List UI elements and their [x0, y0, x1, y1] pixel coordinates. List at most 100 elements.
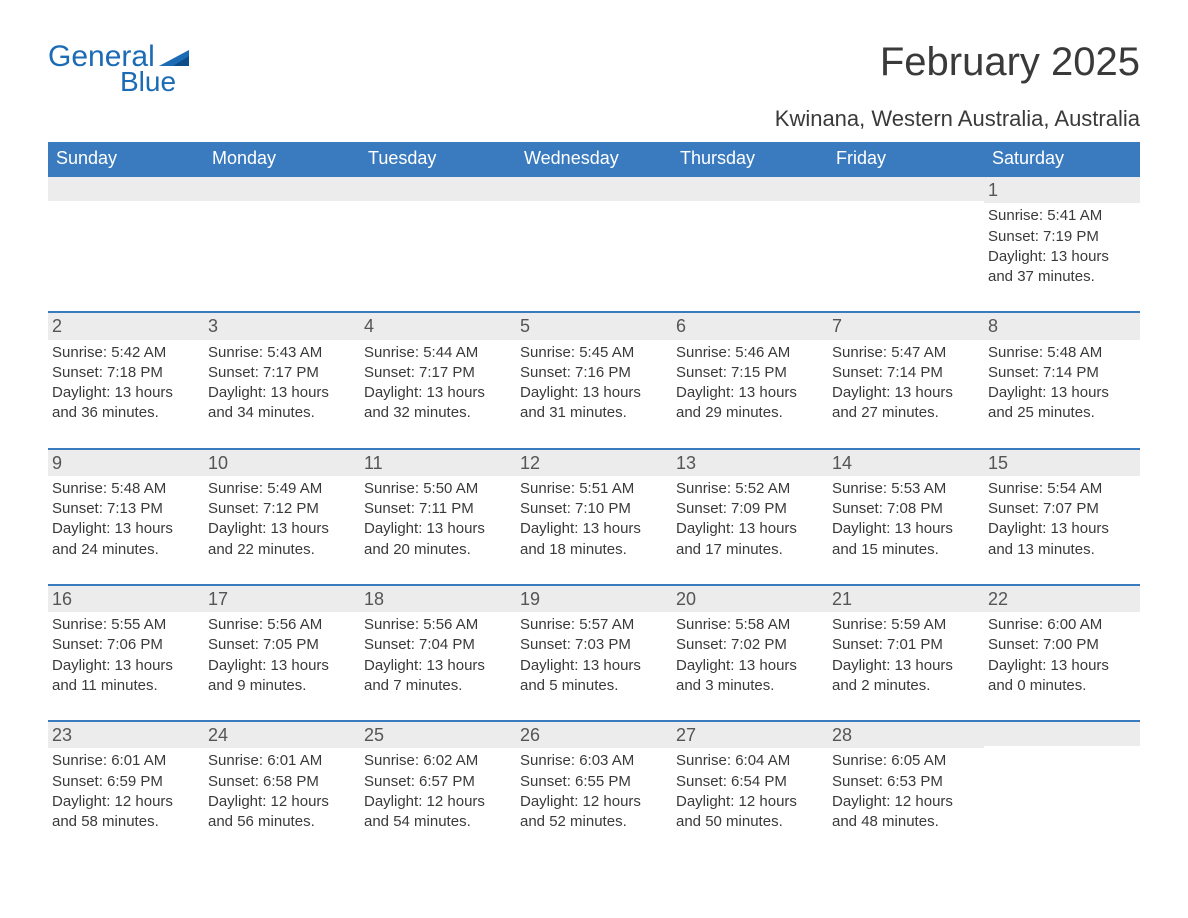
daylight-line: Daylight: 13 hours and 18 minutes.: [520, 519, 666, 560]
sunrise-line: Sunrise: 5:58 AM: [676, 615, 822, 635]
day-number: [828, 177, 984, 201]
day-cell: 13 Sunrise: 5:52 AMSunset: 7:09 PMDayligh…: [672, 450, 828, 584]
weekday-header: Wednesday: [516, 142, 672, 175]
weekday-header: Thursday: [672, 142, 828, 175]
day-number: 19: [516, 586, 672, 612]
sunset-line: Sunset: 7:05 PM: [208, 635, 354, 655]
day-body: Sunrise: 5:45 AMSunset: 7:16 PMDaylight:…: [520, 343, 666, 424]
day-cell: 1Sunrise: 5:41 AMSunset: 7:19 PMDaylight…: [984, 177, 1140, 311]
sunrise-line: Sunrise: 5:49 AM: [208, 479, 354, 499]
sunset-line: Sunset: 7:14 PM: [988, 363, 1134, 383]
day-body: Sunrise: 6:01 AMSunset: 6:58 PMDaylight:…: [208, 751, 354, 832]
day-cell: 27 Sunrise: 6:04 AMSunset: 6:54 PMDayligh…: [672, 722, 828, 856]
day-cell: 4Sunrise: 5:44 AMSunset: 7:17 PMDaylight…: [360, 313, 516, 447]
sunrise-line: Sunrise: 5:50 AM: [364, 479, 510, 499]
sunset-line: Sunset: 7:14 PM: [832, 363, 978, 383]
daylight-line: Daylight: 13 hours and 3 minutes.: [676, 656, 822, 697]
day-body: Sunrise: 5:51 AMSunset: 7:10 PMDaylight:…: [520, 479, 666, 560]
day-cell: 10Sunrise: 5:49 AMSunset: 7:12 PMDayligh…: [204, 450, 360, 584]
sunset-line: Sunset: 7:00 PM: [988, 635, 1134, 655]
week-row: 1Sunrise: 5:41 AMSunset: 7:19 PMDaylight…: [48, 175, 1140, 311]
sunset-line: Sunset: 7:07 PM: [988, 499, 1134, 519]
daylight-line: Daylight: 12 hours and 48 minutes.: [832, 792, 978, 833]
day-number: 23: [48, 722, 204, 748]
day-body: Sunrise: 6:04 AMSunset: 6:54 PMDaylight:…: [676, 751, 822, 832]
day-body: Sunrise: 6:03 AMSunset: 6:55 PMDaylight:…: [520, 751, 666, 832]
day-number: 16: [48, 586, 204, 612]
daylight-line: Daylight: 12 hours and 50 minutes.: [676, 792, 822, 833]
day-body: Sunrise: 6:01 AMSunset: 6:59 PMDaylight:…: [52, 751, 198, 832]
sunrise-line: Sunrise: 5:51 AM: [520, 479, 666, 499]
day-number: 2: [48, 313, 204, 339]
daylight-line: Daylight: 13 hours and 0 minutes.: [988, 656, 1134, 697]
day-number: 11: [360, 450, 516, 476]
day-body: Sunrise: 5:56 AMSunset: 7:04 PMDaylight:…: [364, 615, 510, 696]
day-cell: 3Sunrise: 5:43 AMSunset: 7:17 PMDaylight…: [204, 313, 360, 447]
day-number: 4: [360, 313, 516, 339]
day-cell: 15Sunrise: 5:54 AMSunset: 7:07 PMDayligh…: [984, 450, 1140, 584]
day-cell: 26 Sunrise: 6:03 AMSunset: 6:55 PMDayligh…: [516, 722, 672, 856]
location-label: Kwinana, Western Australia, Australia: [48, 106, 1140, 132]
sunrise-line: Sunrise: 6:03 AM: [520, 751, 666, 771]
day-cell: 6 Sunrise: 5:46 AMSunset: 7:15 PMDaylight…: [672, 313, 828, 447]
day-cell: 12Sunrise: 5:51 AMSunset: 7:10 PMDayligh…: [516, 450, 672, 584]
sunset-line: Sunset: 7:01 PM: [832, 635, 978, 655]
day-number: 8: [984, 313, 1140, 339]
day-number: 9: [48, 450, 204, 476]
sunrise-line: Sunrise: 6:05 AM: [832, 751, 978, 771]
day-cell: [984, 722, 1140, 856]
day-number: 13: [672, 450, 828, 476]
week-row: 2 Sunrise: 5:42 AMSunset: 7:18 PMDaylight…: [48, 311, 1140, 447]
sunrise-line: Sunrise: 5:55 AM: [52, 615, 198, 635]
day-cell: 17 Sunrise: 5:56 AMSunset: 7:05 PMDayligh…: [204, 586, 360, 720]
logo-triangle-icon: [159, 48, 189, 73]
day-cell: 9 Sunrise: 5:48 AMSunset: 7:13 PMDaylight…: [48, 450, 204, 584]
day-body: Sunrise: 5:46 AMSunset: 7:15 PMDaylight:…: [676, 343, 822, 424]
sunset-line: Sunset: 7:17 PM: [208, 363, 354, 383]
sunset-line: Sunset: 6:58 PM: [208, 772, 354, 792]
sunset-line: Sunset: 7:03 PM: [520, 635, 666, 655]
day-number: [360, 177, 516, 201]
day-cell: 11Sunrise: 5:50 AMSunset: 7:11 PMDayligh…: [360, 450, 516, 584]
daylight-line: Daylight: 13 hours and 29 minutes.: [676, 383, 822, 424]
sunrise-line: Sunrise: 6:02 AM: [364, 751, 510, 771]
day-cell: [672, 177, 828, 311]
day-number: 27: [672, 722, 828, 748]
day-number: 17: [204, 586, 360, 612]
sunrise-line: Sunrise: 5:54 AM: [988, 479, 1134, 499]
day-number: 26: [516, 722, 672, 748]
day-body: Sunrise: 5:43 AMSunset: 7:17 PMDaylight:…: [208, 343, 354, 424]
day-body: Sunrise: 5:41 AMSunset: 7:19 PMDaylight:…: [988, 206, 1134, 287]
daylight-line: Daylight: 13 hours and 25 minutes.: [988, 383, 1134, 424]
day-cell: 24Sunrise: 6:01 AMSunset: 6:58 PMDayligh…: [204, 722, 360, 856]
sunset-line: Sunset: 7:19 PM: [988, 227, 1134, 247]
sunset-line: Sunset: 7:15 PM: [676, 363, 822, 383]
day-body: Sunrise: 5:52 AMSunset: 7:09 PMDaylight:…: [676, 479, 822, 560]
day-body: Sunrise: 6:00 AMSunset: 7:00 PMDaylight:…: [988, 615, 1134, 696]
day-body: Sunrise: 6:02 AMSunset: 6:57 PMDaylight:…: [364, 751, 510, 832]
day-number: 20: [672, 586, 828, 612]
day-number: 6: [672, 313, 828, 339]
daylight-line: Daylight: 13 hours and 11 minutes.: [52, 656, 198, 697]
weekday-header: Sunday: [48, 142, 204, 175]
weekday-header: Monday: [204, 142, 360, 175]
day-body: Sunrise: 5:56 AMSunset: 7:05 PMDaylight:…: [208, 615, 354, 696]
calendar-weeks: 1Sunrise: 5:41 AMSunset: 7:19 PMDaylight…: [48, 175, 1140, 856]
day-body: Sunrise: 5:48 AMSunset: 7:14 PMDaylight:…: [988, 343, 1134, 424]
sunrise-line: Sunrise: 5:42 AM: [52, 343, 198, 363]
sunset-line: Sunset: 7:10 PM: [520, 499, 666, 519]
week-row: 9 Sunrise: 5:48 AMSunset: 7:13 PMDaylight…: [48, 448, 1140, 584]
day-body: Sunrise: 5:59 AMSunset: 7:01 PMDaylight:…: [832, 615, 978, 696]
day-number: 21: [828, 586, 984, 612]
day-number: 10: [204, 450, 360, 476]
sunrise-line: Sunrise: 5:41 AM: [988, 206, 1134, 226]
day-body: Sunrise: 5:48 AMSunset: 7:13 PMDaylight:…: [52, 479, 198, 560]
sunrise-line: Sunrise: 5:48 AM: [988, 343, 1134, 363]
daylight-line: Daylight: 13 hours and 20 minutes.: [364, 519, 510, 560]
sunset-line: Sunset: 6:53 PM: [832, 772, 978, 792]
sunset-line: Sunset: 7:09 PM: [676, 499, 822, 519]
day-body: Sunrise: 5:42 AMSunset: 7:18 PMDaylight:…: [52, 343, 198, 424]
daylight-line: Daylight: 13 hours and 37 minutes.: [988, 247, 1134, 288]
sunset-line: Sunset: 7:17 PM: [364, 363, 510, 383]
day-body: Sunrise: 5:47 AMSunset: 7:14 PMDaylight:…: [832, 343, 978, 424]
